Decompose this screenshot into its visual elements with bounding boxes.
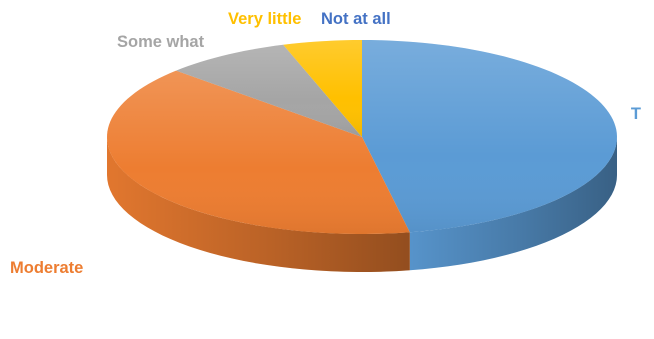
pie-slice-gloss xyxy=(176,44,362,137)
pie-slice-gloss xyxy=(362,40,617,233)
pie-label-very-little: Very little xyxy=(228,10,301,28)
pie-label-not-at-all: Not at all xyxy=(321,10,391,28)
pie-slice-gloss xyxy=(107,70,410,234)
pie-side-shade xyxy=(409,137,617,271)
pie-label-moderate: Moderate xyxy=(10,259,83,277)
pie-label-t: T xyxy=(631,105,641,123)
pie-label-some-what: Some what xyxy=(117,33,205,51)
pie-slices xyxy=(107,40,617,234)
pie-labels: T Moderate Some what Very little Not at all xyxy=(10,10,641,277)
pie-sides xyxy=(107,137,617,272)
pie-side-shade xyxy=(107,137,410,272)
pie-slice-gloss xyxy=(283,40,362,137)
